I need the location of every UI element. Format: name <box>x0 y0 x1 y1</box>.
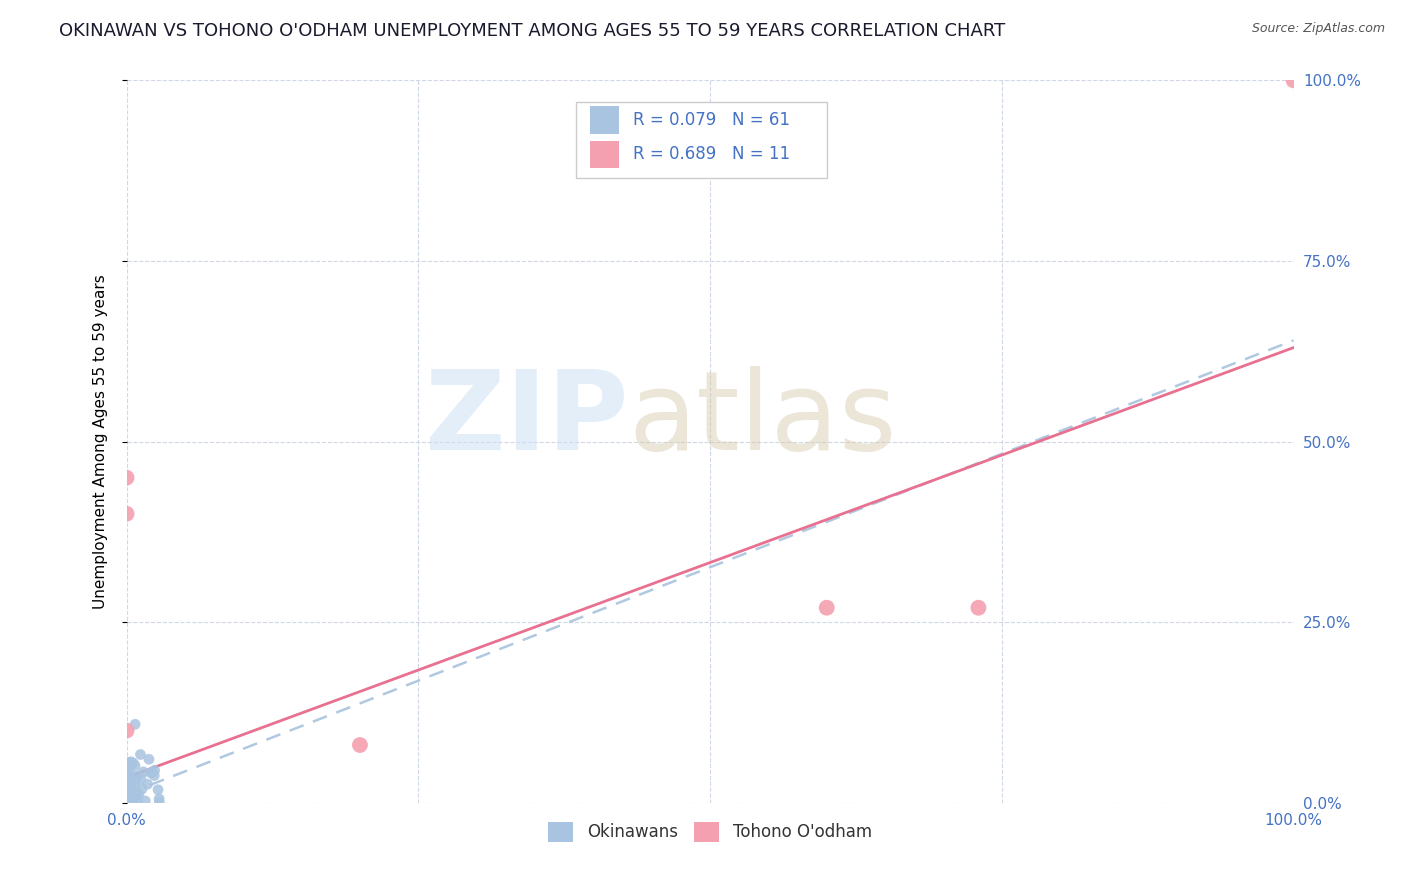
Point <box>118 770 141 784</box>
Point <box>117 769 139 783</box>
Point <box>146 782 169 797</box>
Point <box>148 795 170 809</box>
Point <box>118 760 141 774</box>
Point <box>122 756 145 771</box>
Point <box>117 756 139 770</box>
Point <box>117 795 139 809</box>
Point <box>128 788 150 802</box>
Point <box>117 792 139 806</box>
Point <box>124 717 146 731</box>
Text: Source: ZipAtlas.com: Source: ZipAtlas.com <box>1251 22 1385 36</box>
Point <box>122 789 145 803</box>
Point <box>118 795 141 809</box>
Point <box>118 786 141 800</box>
Y-axis label: Unemployment Among Ages 55 to 59 years: Unemployment Among Ages 55 to 59 years <box>93 274 108 609</box>
Point <box>118 790 141 805</box>
Bar <box>591 106 619 134</box>
Point <box>139 765 162 780</box>
Point <box>115 470 138 484</box>
Point <box>142 765 165 780</box>
Point <box>121 789 143 803</box>
Point <box>1282 73 1305 87</box>
Point <box>129 747 152 762</box>
Point <box>124 772 146 787</box>
Point <box>121 795 143 809</box>
Text: OKINAWAN VS TOHONO O'ODHAM UNEMPLOYMENT AMONG AGES 55 TO 59 YEARS CORRELATION CH: OKINAWAN VS TOHONO O'ODHAM UNEMPLOYMENT … <box>59 22 1005 40</box>
Point <box>125 786 148 800</box>
Point <box>122 791 145 805</box>
Point <box>117 777 139 791</box>
Point <box>122 788 145 802</box>
Text: ZIP: ZIP <box>425 367 628 474</box>
Point <box>124 778 146 792</box>
Point <box>115 766 138 780</box>
Point <box>115 783 138 797</box>
Text: atlas: atlas <box>628 367 897 474</box>
Point <box>115 781 138 796</box>
Point <box>120 766 142 780</box>
Point <box>143 768 166 782</box>
Point <box>148 792 170 806</box>
Point <box>117 789 139 803</box>
Text: R = 0.689   N = 11: R = 0.689 N = 11 <box>633 145 790 163</box>
Point <box>129 772 152 786</box>
Point <box>127 769 149 783</box>
Point <box>124 784 146 798</box>
Point <box>120 755 142 769</box>
Point <box>349 738 371 752</box>
Point <box>118 794 141 808</box>
Point <box>117 770 139 784</box>
Point <box>124 758 146 772</box>
Point <box>136 777 159 791</box>
Point <box>967 600 990 615</box>
Legend: Okinawans, Tohono O'odham: Okinawans, Tohono O'odham <box>541 815 879 848</box>
Point <box>117 789 139 804</box>
Bar <box>591 141 619 168</box>
Point <box>117 772 139 787</box>
Point <box>117 781 139 796</box>
Point <box>127 793 149 807</box>
Point <box>815 600 838 615</box>
Point <box>115 780 138 795</box>
Point <box>132 764 155 779</box>
Point <box>121 793 143 807</box>
Point <box>120 789 142 804</box>
Point <box>115 507 138 521</box>
Point <box>118 773 141 788</box>
Point <box>124 789 146 804</box>
Point <box>134 794 156 808</box>
Point <box>117 793 139 807</box>
Bar <box>576 102 827 178</box>
Point <box>117 777 139 791</box>
Point <box>122 794 145 808</box>
Point <box>138 752 160 766</box>
Point <box>115 723 138 738</box>
Point <box>131 782 153 797</box>
Point <box>120 789 142 803</box>
Text: R = 0.079   N = 61: R = 0.079 N = 61 <box>633 112 790 129</box>
Point <box>115 793 138 807</box>
Point <box>115 792 138 806</box>
Point <box>143 763 166 777</box>
